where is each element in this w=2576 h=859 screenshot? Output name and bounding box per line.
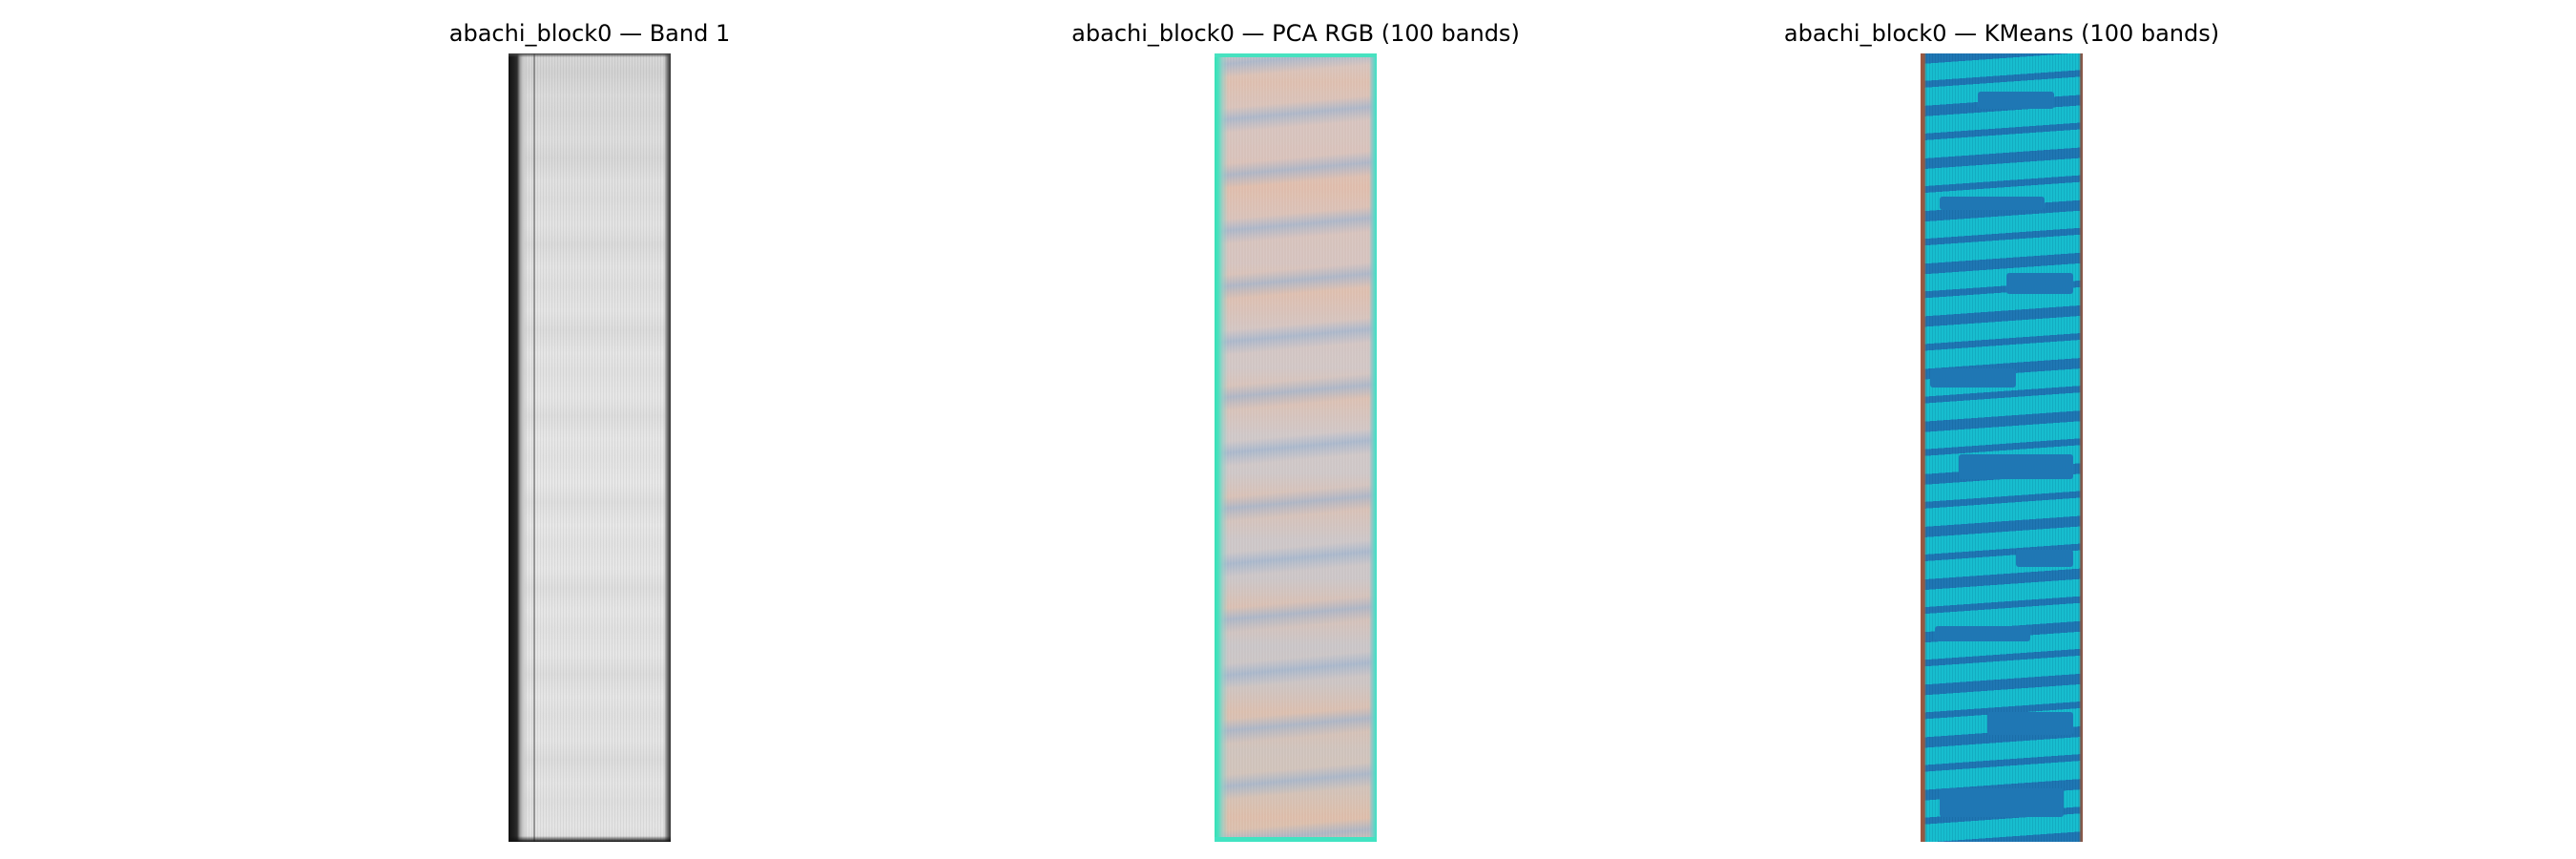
cluster-patch	[1978, 92, 2054, 109]
cluster-patch	[1935, 626, 2030, 641]
image-bottom-edge	[1215, 837, 1377, 842]
image-top-edge	[1215, 53, 1377, 57]
image-top-edge	[509, 53, 671, 57]
cluster-patch	[1987, 712, 2073, 735]
panel-title-band1: abachi_block0 — Band 1	[448, 20, 731, 47]
pca-rgb-image	[1215, 53, 1377, 842]
panel-title-kmeans: abachi_block0 — KMeans (100 bands)	[1783, 20, 2220, 47]
cluster-patch	[2016, 550, 2073, 567]
cluster-patch	[1959, 454, 2073, 479]
image-bottom-edge	[509, 836, 671, 842]
cluster-patch	[1930, 368, 2016, 388]
cluster-patch	[2006, 273, 2073, 294]
cluster-patch	[1940, 788, 2064, 817]
panel-title-pca-rgb: abachi_block0 — PCA RGB (100 bands)	[1071, 20, 1520, 47]
cluster-patch	[1940, 197, 2045, 210]
kmeans-cluster-image	[1921, 53, 2083, 842]
band1-grayscale-image	[509, 53, 671, 842]
